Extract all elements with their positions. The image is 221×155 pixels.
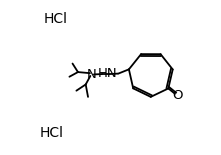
Text: O: O: [172, 89, 182, 102]
Text: N: N: [87, 68, 97, 81]
Text: HN: HN: [98, 67, 118, 80]
Text: HCl: HCl: [39, 126, 63, 140]
Text: HCl: HCl: [44, 12, 68, 26]
